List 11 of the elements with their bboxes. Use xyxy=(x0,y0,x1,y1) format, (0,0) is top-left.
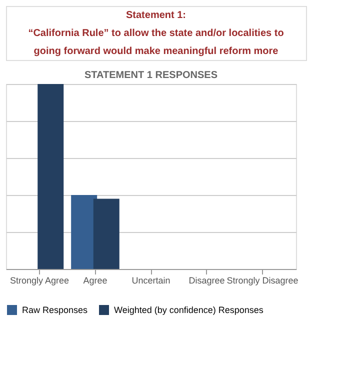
x-tick-label: Agree xyxy=(83,276,108,286)
text: “California Rule” to allow the state and/or localities to xyxy=(28,28,284,39)
x-tick-label: Strongly Agree xyxy=(10,276,69,286)
chart-title: STATEMENT 1 RESPONSES xyxy=(84,70,218,81)
text: Statement 1: xyxy=(126,10,186,21)
x-tick-label: Uncertain xyxy=(132,276,170,286)
x-tick-label: Strongly Disagree xyxy=(226,276,298,286)
legend-label: Weighted (by confidence) Responses xyxy=(114,305,264,315)
text: going forward would make meaningful reform more xyxy=(34,46,279,57)
legend-label: Raw Responses xyxy=(22,305,88,315)
x-tick-label: Disagree xyxy=(188,276,225,286)
